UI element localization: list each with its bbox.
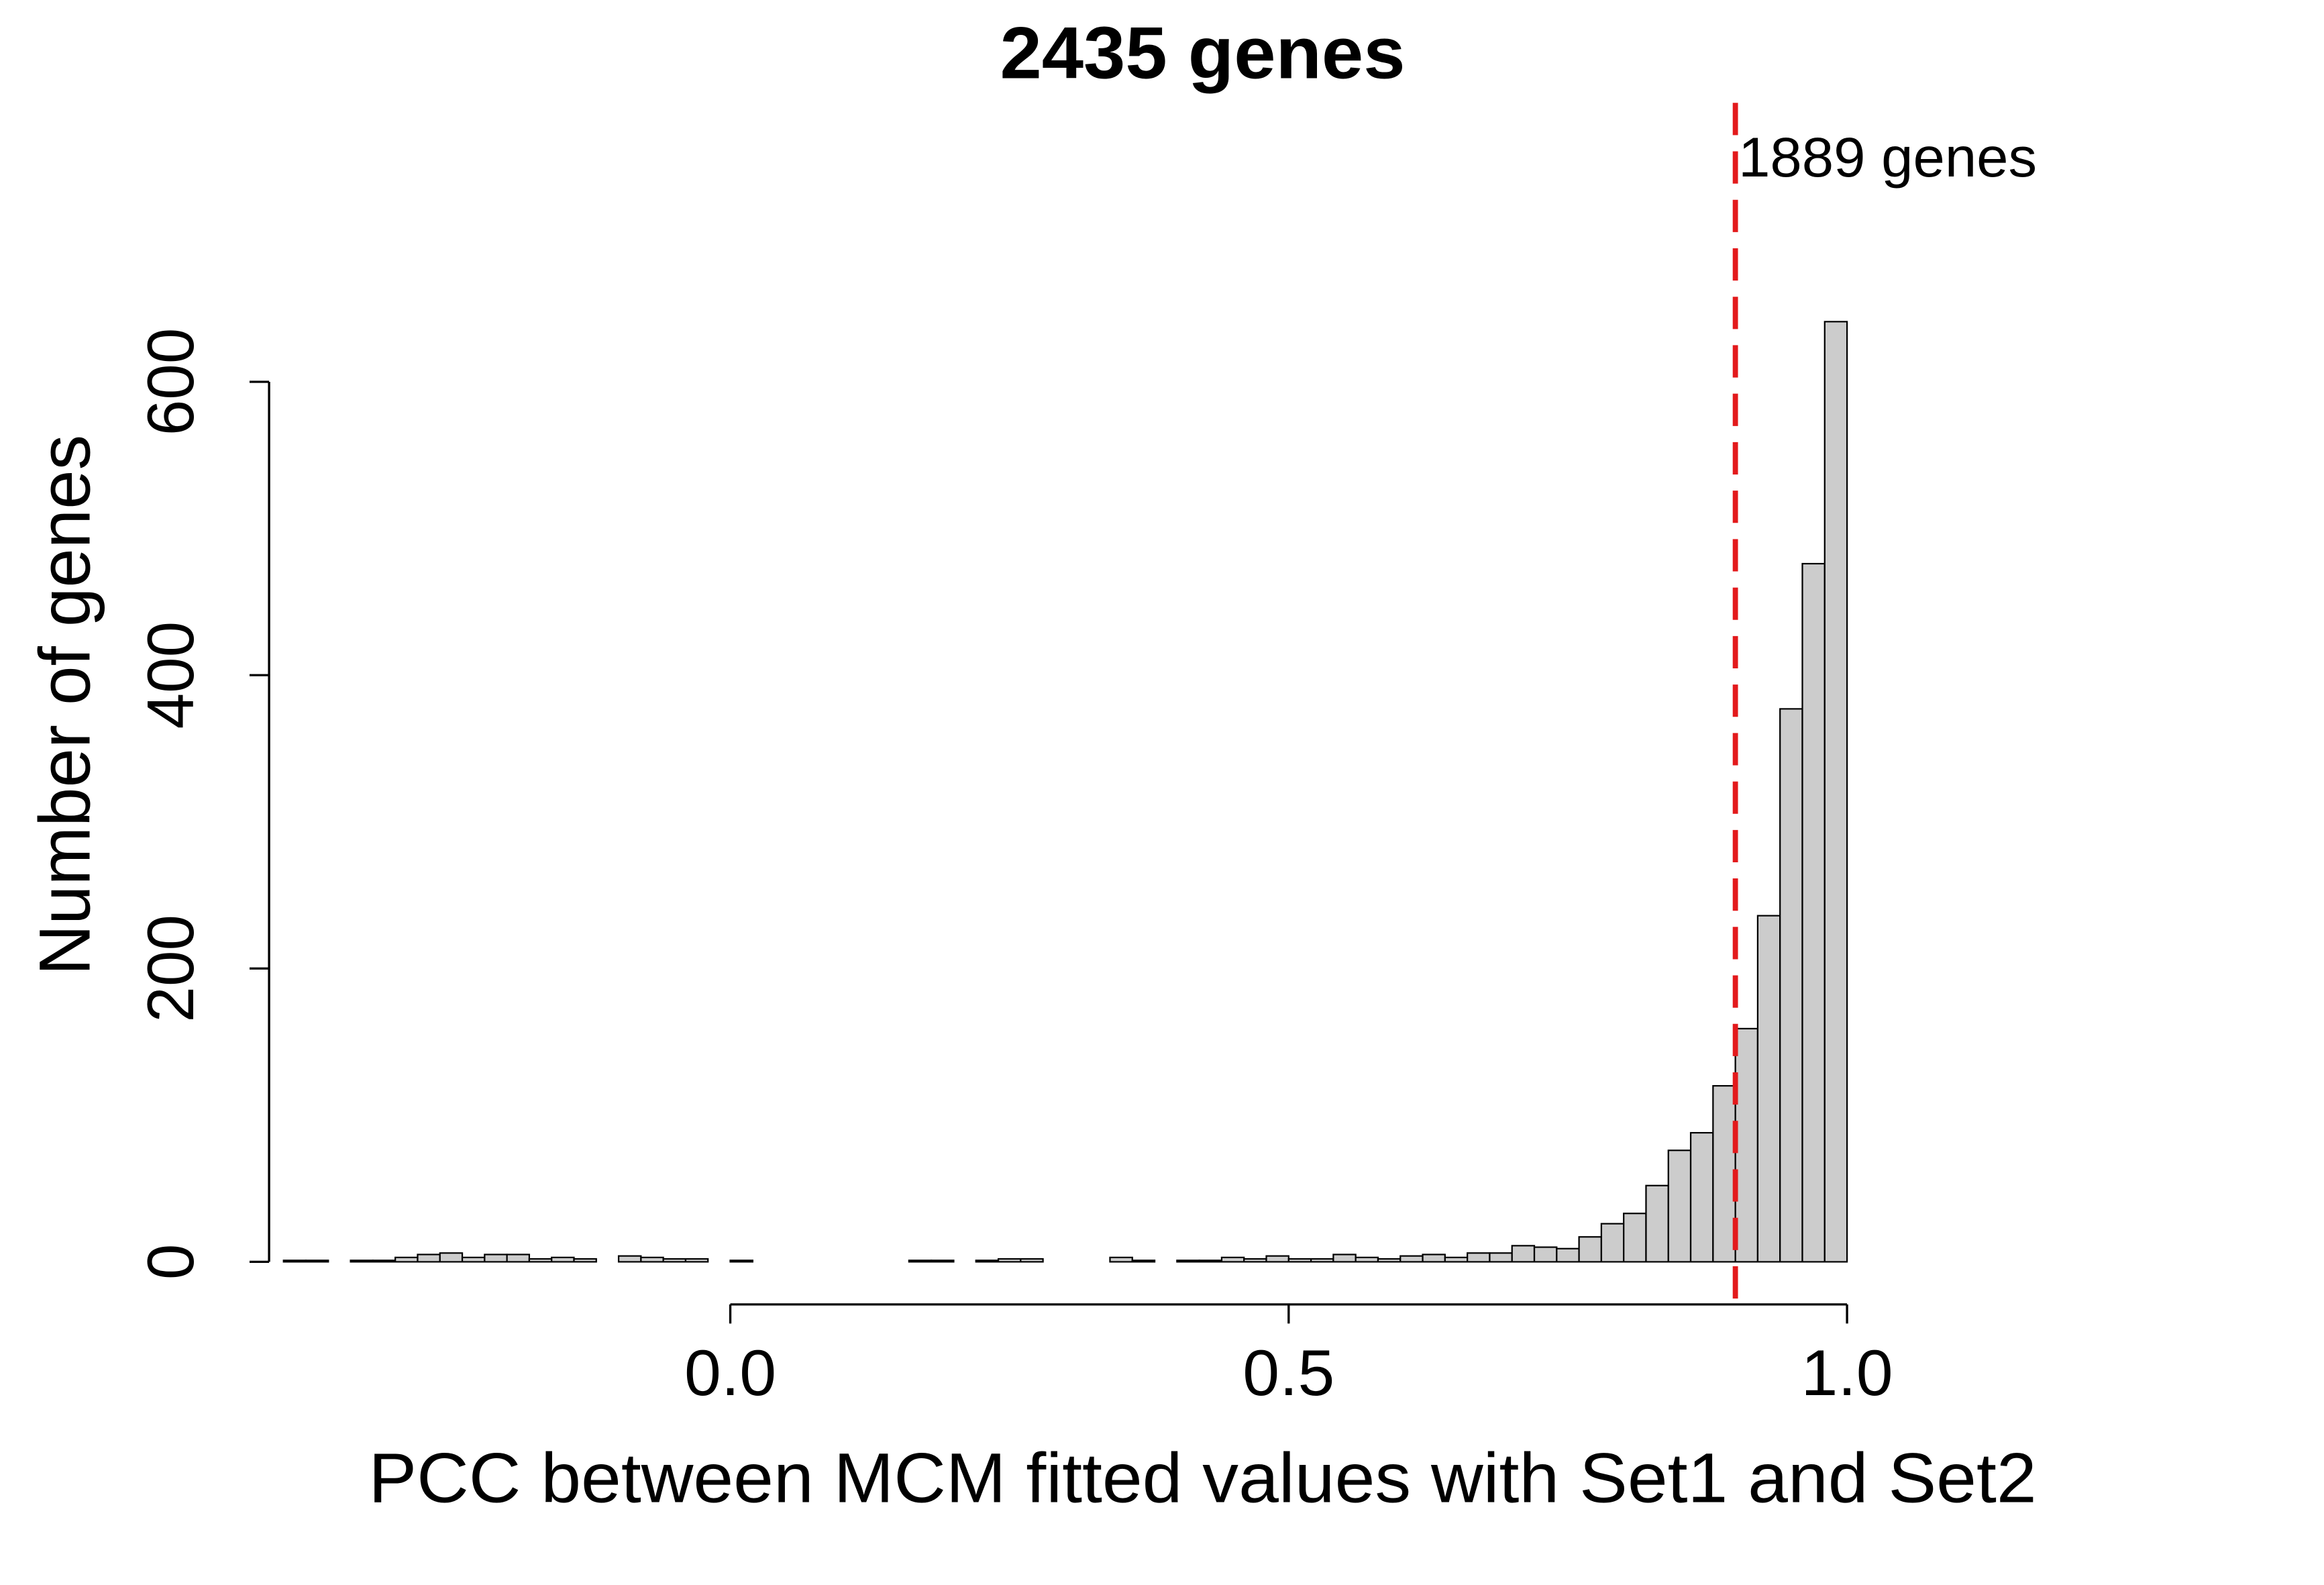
bar — [372, 1260, 397, 1263]
bar — [417, 1254, 441, 1263]
x-tick-label: 0.5 — [1243, 1337, 1334, 1409]
bar — [484, 1254, 508, 1263]
bar — [662, 1258, 687, 1263]
bar — [1355, 1256, 1379, 1263]
bar — [1489, 1252, 1513, 1263]
bar — [1287, 1258, 1312, 1263]
bar — [1623, 1213, 1647, 1263]
bar — [1377, 1258, 1402, 1263]
threshold-label: 1889 genes — [1738, 126, 2037, 189]
bar — [1131, 1260, 1156, 1263]
bar — [1467, 1252, 1491, 1263]
bar — [394, 1256, 419, 1263]
bar — [1422, 1254, 1446, 1263]
bar — [1220, 1256, 1245, 1263]
bar — [461, 1256, 486, 1263]
y-axis-label: Number of genes — [25, 435, 105, 976]
bar — [1332, 1254, 1357, 1263]
bar — [551, 1256, 575, 1263]
bar — [282, 1260, 307, 1263]
bar — [617, 1255, 642, 1263]
bar — [1645, 1184, 1669, 1263]
bar — [1310, 1258, 1334, 1263]
bar — [1533, 1246, 1558, 1263]
bar — [1399, 1255, 1424, 1263]
bar — [1712, 1085, 1736, 1263]
bar — [640, 1256, 664, 1263]
bar — [908, 1260, 933, 1263]
bar — [729, 1260, 753, 1263]
bar — [1756, 915, 1781, 1263]
bar — [1444, 1256, 1469, 1263]
bar — [350, 1260, 374, 1263]
bar — [1734, 1027, 1759, 1263]
bar — [305, 1260, 329, 1263]
y-tick-label: 0 — [134, 1244, 207, 1280]
bar — [1801, 562, 1826, 1263]
x-tick-label: 1.0 — [1801, 1337, 1893, 1409]
bar — [1511, 1245, 1536, 1263]
bar — [1198, 1260, 1223, 1263]
bar — [1824, 321, 1848, 1263]
y-tick-label: 400 — [134, 621, 207, 729]
bar — [1109, 1256, 1133, 1263]
bar — [1556, 1247, 1580, 1263]
bar — [1600, 1223, 1625, 1263]
bar — [573, 1258, 597, 1263]
bar — [1265, 1255, 1289, 1263]
bar — [528, 1258, 553, 1263]
bar — [931, 1260, 955, 1263]
bar — [975, 1260, 1000, 1263]
bar — [1689, 1131, 1714, 1263]
bar — [439, 1252, 464, 1263]
bar — [1176, 1260, 1200, 1263]
x-axis-label: PCC between MCM fitted values with Set1 … — [368, 1439, 2036, 1518]
bar — [1020, 1258, 1044, 1263]
y-tick-label: 600 — [134, 328, 207, 436]
bar — [506, 1254, 531, 1263]
bar — [684, 1258, 709, 1263]
bar — [1667, 1149, 1692, 1263]
bar — [1243, 1258, 1267, 1263]
y-tick-label: 200 — [134, 915, 207, 1023]
bar — [1578, 1236, 1602, 1263]
bar — [1779, 708, 1803, 1263]
x-tick-label: 0.0 — [684, 1337, 776, 1409]
chart-title: 2435 genes — [1000, 13, 1405, 95]
bar — [997, 1258, 1022, 1263]
